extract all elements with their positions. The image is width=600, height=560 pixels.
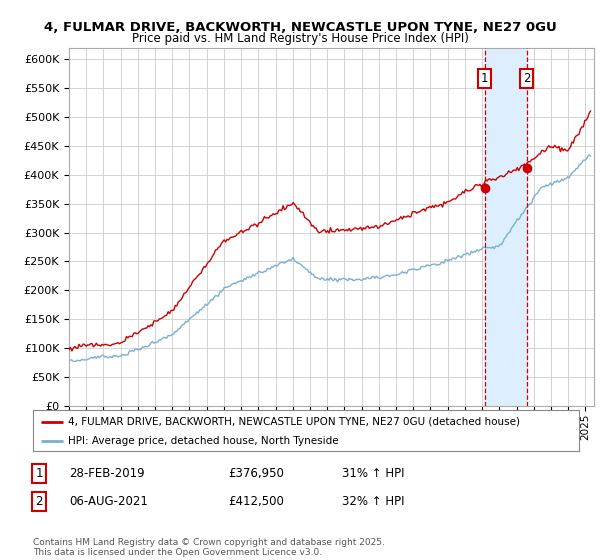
Text: Contains HM Land Registry data © Crown copyright and database right 2025.
This d: Contains HM Land Registry data © Crown c… xyxy=(33,538,385,557)
Text: 4, FULMAR DRIVE, BACKWORTH, NEWCASTLE UPON TYNE, NE27 0GU: 4, FULMAR DRIVE, BACKWORTH, NEWCASTLE UP… xyxy=(44,21,556,34)
Bar xyxy=(485,48,527,406)
Text: 28-FEB-2019: 28-FEB-2019 xyxy=(69,466,145,480)
Text: £412,500: £412,500 xyxy=(228,494,284,508)
Text: 2: 2 xyxy=(523,72,530,85)
Text: 32% ↑ HPI: 32% ↑ HPI xyxy=(342,494,404,508)
Text: Price paid vs. HM Land Registry's House Price Index (HPI): Price paid vs. HM Land Registry's House … xyxy=(131,32,469,45)
Text: 06-AUG-2021: 06-AUG-2021 xyxy=(69,494,148,508)
Text: 2: 2 xyxy=(35,494,43,508)
Text: £376,950: £376,950 xyxy=(228,466,284,480)
Text: 31% ↑ HPI: 31% ↑ HPI xyxy=(342,466,404,480)
Text: HPI: Average price, detached house, North Tyneside: HPI: Average price, detached house, Nort… xyxy=(68,436,339,446)
Text: 4, FULMAR DRIVE, BACKWORTH, NEWCASTLE UPON TYNE, NE27 0GU (detached house): 4, FULMAR DRIVE, BACKWORTH, NEWCASTLE UP… xyxy=(68,417,520,427)
Text: 1: 1 xyxy=(481,72,488,85)
Text: 1: 1 xyxy=(35,466,43,480)
